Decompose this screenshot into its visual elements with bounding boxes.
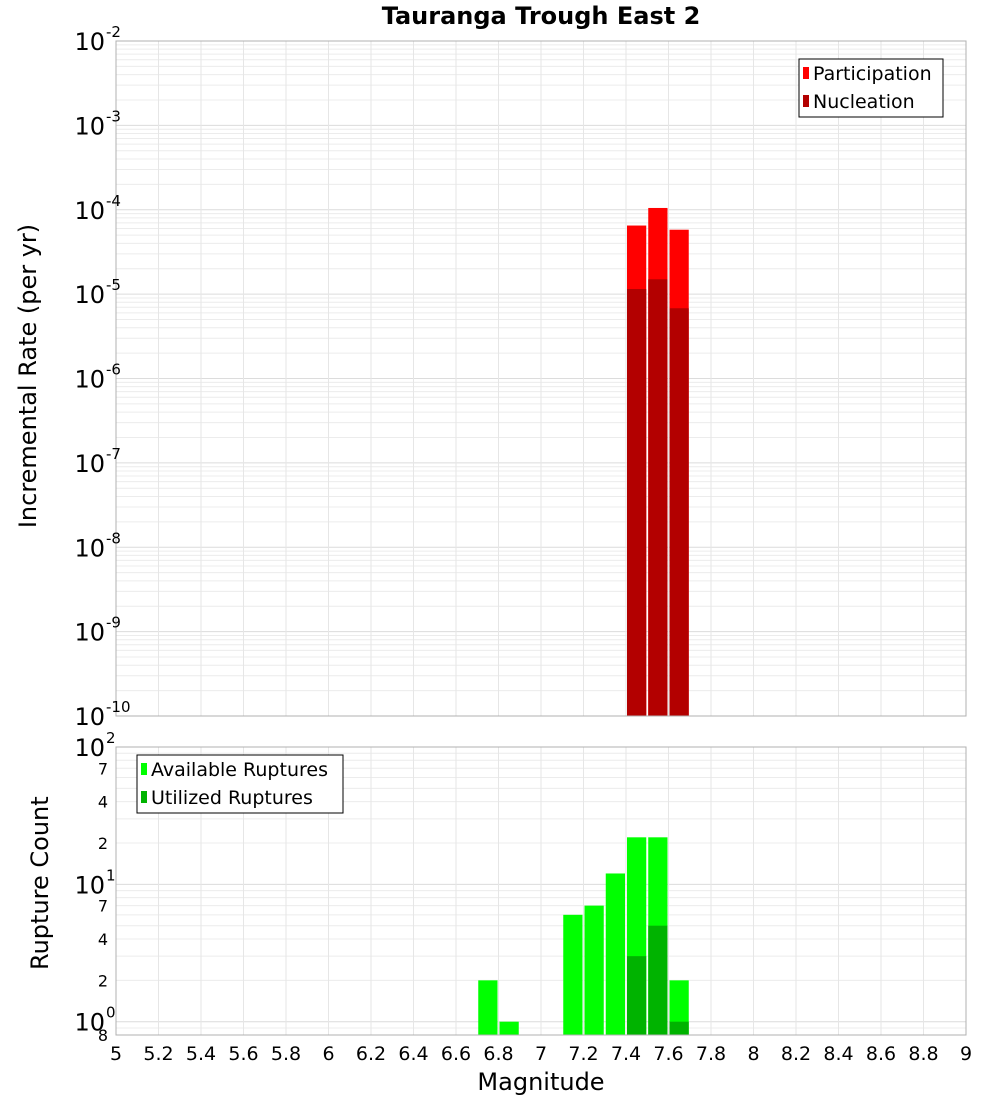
y-tick-label: 2 xyxy=(98,834,108,853)
x-tick-label: 8 xyxy=(747,1043,759,1065)
x-tick-label: 6.2 xyxy=(356,1043,386,1065)
x-tick-label: 5.4 xyxy=(186,1043,216,1065)
y-tick-label: 7 xyxy=(98,759,108,778)
x-tick-label: 6 xyxy=(322,1043,334,1065)
y-tick-exponent: -8 xyxy=(106,529,121,547)
bar-available-ruptures xyxy=(499,1021,519,1035)
legend-box xyxy=(798,58,944,118)
y-tick-exponent: 1 xyxy=(106,866,116,884)
y-tick-label: 10 xyxy=(74,734,105,762)
y-tick-label: 10 xyxy=(74,871,105,899)
top-y-axis-label: Incremental Rate (per yr) xyxy=(14,223,42,529)
bar-overlay-utilized-ruptures xyxy=(648,925,668,1035)
x-tick-label: 7 xyxy=(535,1043,547,1065)
y-tick-exponent: 2 xyxy=(106,729,116,747)
legend-box xyxy=(136,754,344,814)
y-tick-label: 10 xyxy=(74,112,105,140)
y-tick-label: 10 xyxy=(74,619,105,647)
y-tick-label: 4 xyxy=(98,793,108,812)
legend-label-nucleation: Nucleation xyxy=(813,91,915,113)
y-tick-exponent: -2 xyxy=(106,23,121,41)
y-tick-label: 4 xyxy=(98,930,108,949)
y-tick-label: 10 xyxy=(74,366,105,394)
x-tick-label: 8.6 xyxy=(866,1043,896,1065)
y-tick-label: 10 xyxy=(74,28,105,56)
y-tick-exponent: 0 xyxy=(106,1004,116,1022)
bar-overlay-utilized-ruptures xyxy=(669,1021,689,1035)
bar-available-ruptures xyxy=(478,980,498,1035)
y-tick-exponent: -10 xyxy=(106,698,131,716)
bar-overlay-nucleation xyxy=(648,279,668,716)
legend-label-participation: Participation xyxy=(813,63,932,85)
y-tick-label: 10 xyxy=(74,703,105,731)
x-axis-label: Magnitude xyxy=(477,1068,605,1096)
x-tick-label: 7.6 xyxy=(653,1043,683,1065)
chart-title: Tauranga Trough East 2 xyxy=(381,2,701,30)
bar-available-ruptures xyxy=(584,905,604,1035)
y-tick-exponent: -3 xyxy=(106,107,121,125)
x-tick-label: 6.6 xyxy=(441,1043,471,1065)
y-tick-label: 7 xyxy=(98,897,108,916)
bar-available-ruptures xyxy=(605,873,625,1035)
plot-frame xyxy=(115,40,967,717)
y-tick-exponent: -6 xyxy=(106,361,121,379)
legend-swatch-utilized-ruptures xyxy=(141,791,147,803)
x-tick-label: 5.2 xyxy=(143,1043,173,1065)
legend-label-utilized-ruptures: Utilized Ruptures xyxy=(151,787,313,809)
x-tick-label: 5.6 xyxy=(228,1043,258,1065)
bar-available-ruptures xyxy=(669,980,689,1035)
x-tick-label: 8.8 xyxy=(908,1043,938,1065)
bar-overlay-nucleation xyxy=(669,308,689,716)
y-tick-label: 10 xyxy=(74,450,105,478)
bottom-y-axis-label: Rupture Count xyxy=(26,796,54,970)
y-tick-label: 10 xyxy=(74,1009,105,1037)
y-tick-exponent: -5 xyxy=(106,276,121,294)
x-tick-label: 7.8 xyxy=(696,1043,726,1065)
x-tick-label: 9 xyxy=(960,1043,972,1065)
plot-frame xyxy=(115,746,967,1036)
y-tick-exponent: -7 xyxy=(106,445,121,463)
y-tick-label: 2 xyxy=(98,971,108,990)
bar-overlay-utilized-ruptures xyxy=(627,956,647,1035)
bar-available-ruptures xyxy=(563,914,583,1035)
legend-swatch-available-ruptures xyxy=(141,763,147,775)
x-tick-label: 5 xyxy=(110,1043,122,1065)
y-tick-exponent: -4 xyxy=(106,192,121,210)
x-tick-label: 8.4 xyxy=(823,1043,853,1065)
bar-overlay-nucleation xyxy=(627,289,647,716)
x-tick-label: 5.8 xyxy=(271,1043,301,1065)
y-tick-exponent: -9 xyxy=(106,614,121,632)
y-tick-label: 10 xyxy=(74,534,105,562)
x-tick-label: 7.2 xyxy=(568,1043,598,1065)
x-tick-label: 7.4 xyxy=(611,1043,641,1065)
legend-swatch-nucleation xyxy=(803,95,809,107)
legend-label-available-ruptures: Available Ruptures xyxy=(151,759,328,781)
x-tick-label: 8.2 xyxy=(781,1043,811,1065)
y-tick-label: 10 xyxy=(74,197,105,225)
x-tick-label: 6.8 xyxy=(483,1043,513,1065)
x-tick-label: 6.4 xyxy=(398,1043,428,1065)
y-tick-label: 8 xyxy=(98,1026,108,1045)
legend-swatch-participation xyxy=(803,67,809,79)
y-tick-label: 10 xyxy=(74,281,105,309)
